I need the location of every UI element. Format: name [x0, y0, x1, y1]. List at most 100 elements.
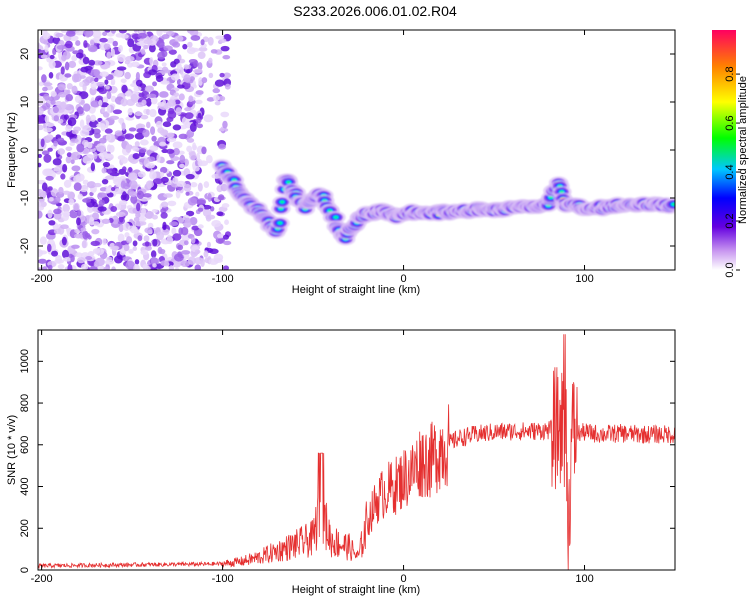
- heatmap-cell: [156, 39, 165, 49]
- heatmap-cell: [38, 206, 45, 211]
- heatmap-cell: [90, 39, 95, 45]
- heatmap-cell: [45, 175, 54, 181]
- heatmap-cell: [42, 86, 48, 92]
- heatmap-cell: [187, 197, 198, 206]
- colorbar: 0.0 0.2 0.4 0.6 0.8 Normalized spectral …: [712, 30, 749, 278]
- heatmap-cell: [112, 109, 123, 115]
- bottom-y-tick-label: 400: [19, 477, 31, 495]
- heatmap-cell: [81, 263, 89, 270]
- heatmap-cell: [174, 267, 180, 270]
- heatmap-cell: [207, 192, 212, 202]
- heatmap-cell: [82, 198, 92, 203]
- heatmap-cell: [115, 211, 126, 218]
- heatmap-cell: [47, 147, 53, 152]
- heatmap-cell: [110, 30, 117, 34]
- heatmap-cell: [98, 89, 107, 95]
- top-y-tick-label: 20: [19, 48, 31, 60]
- heatmap-cell: [189, 123, 197, 132]
- heatmap-cell: [205, 214, 216, 220]
- bottom-x-axis: -200 -100 0 100: [31, 573, 594, 585]
- heatmap-cell: [151, 135, 157, 142]
- heatmap-cell: [175, 107, 182, 116]
- bottom-y-tick-label: 600: [19, 436, 31, 454]
- heatmap-cell: [133, 30, 138, 33]
- heatmap-cell: [63, 210, 70, 218]
- heatmap-cell: [62, 204, 71, 213]
- heatmap-cell: [149, 145, 159, 152]
- heatmap-cell: [65, 30, 76, 37]
- heatmap-cell: [221, 203, 230, 209]
- heatmap-cell: [170, 73, 180, 81]
- heatmap-cell: [156, 231, 165, 241]
- heatmap-cell: [70, 138, 79, 144]
- heatmap-cell: [45, 122, 55, 127]
- heatmap-cell: [160, 201, 169, 208]
- heatmap-cell: [194, 264, 202, 270]
- heatmap-cell: [183, 184, 192, 192]
- heatmap-cell: [194, 249, 201, 254]
- heatmap-cell: [60, 101, 67, 109]
- heatmap-cell: [106, 168, 116, 175]
- heatmap-cell: [101, 178, 109, 185]
- bottom-x-tick-label: -200: [31, 573, 53, 585]
- heatmap-cell: [105, 133, 112, 142]
- heatmap-cell: [53, 115, 60, 122]
- heatmap-cell: [161, 66, 169, 73]
- heatmap-cell: [38, 124, 44, 131]
- heatmap-cell: [81, 125, 92, 132]
- heatmap-cell: [192, 144, 198, 151]
- heatmap-cell: [207, 36, 214, 46]
- colorbar-label: Normalized spectral amplitude: [737, 76, 749, 224]
- heatmap-cell: [218, 194, 225, 201]
- heatmap-cell: [68, 60, 77, 69]
- heatmap-cell: [176, 84, 185, 89]
- heatmap-cell: [92, 221, 100, 227]
- heatmap-cell: [143, 235, 150, 242]
- heatmap-cell: [166, 236, 174, 245]
- snr-series-line: [38, 334, 675, 570]
- heatmap-cell: [197, 62, 203, 71]
- heatmap-cell: [179, 163, 185, 168]
- heatmap-cell: [209, 248, 219, 254]
- heatmap-cell: [121, 166, 127, 172]
- heatmap-cell: [149, 170, 157, 180]
- heatmap-cell: [143, 44, 149, 50]
- heatmap-cell: [110, 48, 116, 58]
- heatmap-cell: [94, 77, 99, 83]
- top-y-axis-label: Frequency (Hz): [6, 112, 18, 188]
- heatmap-cell: [93, 60, 103, 66]
- heatmap-cell: [90, 69, 100, 77]
- heatmap-cell: [186, 145, 193, 153]
- heatmap-cell: [112, 40, 118, 47]
- top-y-tick-label: 10: [19, 96, 31, 108]
- heatmap-cell: [45, 134, 54, 141]
- heatmap-cell: [38, 115, 45, 124]
- spectrogram-panel: -200 -100 0 100 -20 -10 0 10 20 Height o…: [6, 29, 676, 296]
- heatmap-cell: [160, 171, 165, 178]
- heatmap-cell: [185, 173, 195, 180]
- heatmap-cell: [62, 190, 71, 195]
- heatmap-cell: [90, 162, 96, 172]
- heatmap-cell: [191, 225, 200, 231]
- heatmap-cell: [75, 252, 83, 258]
- heatmap-cell: [224, 219, 229, 225]
- heatmap-cell: [222, 120, 228, 129]
- heatmap-cell: [183, 74, 191, 83]
- heatmap-cell: [47, 264, 53, 270]
- heatmap-cell: [132, 147, 140, 152]
- heatmap-cell: [129, 180, 138, 189]
- heatmap-cell: [82, 56, 90, 65]
- heatmap-cell: [177, 244, 184, 251]
- heatmap-cell: [66, 83, 73, 90]
- heatmap-cell: [187, 30, 195, 34]
- heatmap-cell: [64, 40, 73, 49]
- heatmap-cell: [76, 143, 85, 153]
- top-x-tick-label: -100: [212, 273, 234, 285]
- heatmap-cell: [71, 85, 78, 94]
- heatmap-cell: [51, 250, 59, 257]
- heatmap-cell: [196, 123, 204, 129]
- heatmap-cell: [118, 30, 127, 34]
- heatmap-noise-cloud: [38, 30, 232, 270]
- heatmap-cell: [106, 37, 115, 44]
- heatmap-cell: [138, 92, 145, 98]
